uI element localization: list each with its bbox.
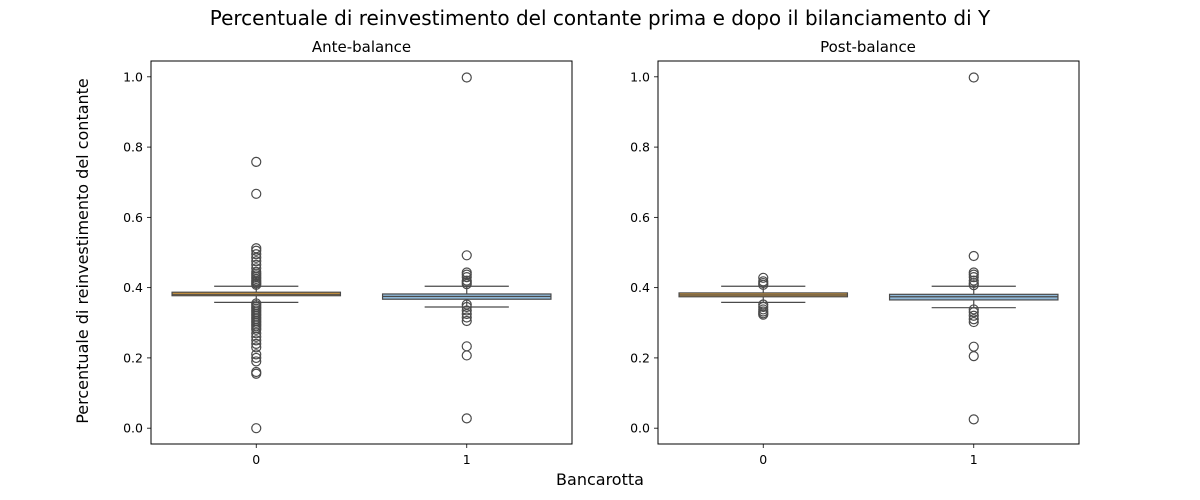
y-tick-label: 0.8 (123, 140, 143, 155)
panel-title-ante: Ante-balance (312, 38, 411, 56)
figure-title: Percentuale di reinvestimento del contan… (210, 6, 991, 30)
outlier-point (251, 423, 262, 434)
y-tick-label: 0.4 (123, 280, 143, 295)
outlier-point (461, 299, 472, 310)
y-tick-label: 0.8 (630, 140, 650, 155)
outlier-point (968, 250, 979, 262)
box-group-1 (888, 72, 1059, 425)
y-tick-label: 1.0 (123, 69, 143, 84)
outlier-point (251, 249, 262, 260)
outlier-point (968, 267, 979, 278)
outlier-point (251, 338, 262, 349)
y-tick-label: 0.0 (123, 421, 143, 436)
outlier-point (461, 72, 472, 83)
outlier-point (251, 266, 262, 277)
box-group-0 (678, 272, 849, 320)
outlier-point (251, 342, 262, 353)
panel-title-post: Post-balance (820, 38, 916, 56)
outlier-point (968, 351, 979, 362)
outlier-point (251, 298, 262, 309)
outlier-point (758, 276, 769, 287)
outlier-point (968, 310, 979, 321)
y-tick-label: 0.0 (630, 421, 650, 436)
outlier-point (968, 314, 979, 325)
outlier-point (968, 275, 979, 286)
outlier-point (251, 259, 262, 270)
outlier-point (461, 250, 472, 261)
outlier-point (251, 366, 262, 378)
outlier-point (461, 275, 472, 286)
x-tick-label: 1 (463, 452, 471, 467)
y-tick-label: 0.4 (630, 280, 650, 295)
y-tick-label: 0.2 (630, 350, 650, 365)
outlier-point (251, 349, 262, 360)
outlier-point (758, 299, 769, 310)
outlier-point (968, 304, 979, 315)
outlier-point (461, 271, 472, 283)
outlier-point (968, 72, 979, 83)
x-axis-label: Bancarotta (556, 470, 644, 489)
outlier-point (461, 301, 472, 313)
panel-ante-balance: Ante-balance 0.0 0.2 0.4 0.6 0.8 1.0 0 1 (123, 38, 573, 467)
outlier-point (461, 350, 472, 361)
x-tick-label: 0 (759, 452, 767, 467)
box-group-0 (171, 156, 342, 434)
outlier-point (251, 335, 262, 346)
x-tick-label: 1 (970, 452, 978, 467)
outlier-point (758, 272, 769, 283)
plot-area-ante: 0.0 0.2 0.4 0.6 0.8 1.0 0 1 (123, 60, 573, 467)
y-tick-label: 0.6 (630, 210, 650, 225)
outlier-point (461, 305, 472, 316)
panel-post-balance: Post-balance 0.0 0.2 0.4 0.6 0.8 1.0 0 1 (630, 38, 1080, 467)
outlier-point (251, 356, 262, 367)
y-tick-label: 0.2 (123, 350, 143, 365)
outlier-point (968, 341, 979, 352)
outlier-point (251, 156, 262, 167)
x-tick-label: 0 (252, 452, 260, 467)
outlier-point (251, 245, 262, 256)
outlier-point (968, 307, 979, 318)
outlier-point (461, 267, 472, 278)
y-tick-label: 0.6 (123, 210, 143, 225)
plot-area-post: 0.0 0.2 0.4 0.6 0.8 1.0 0 1 (630, 60, 1080, 467)
outlier-point (251, 256, 262, 267)
outlier-point (461, 312, 472, 323)
outlier-point (461, 315, 472, 327)
outlier-point (758, 301, 769, 313)
axes-frame (657, 60, 1080, 445)
outlier-point (968, 414, 979, 425)
axes-frame (150, 60, 573, 445)
outlier-point (251, 263, 262, 274)
outlier-point (461, 413, 472, 424)
outlier-point (251, 243, 262, 254)
outlier-point (251, 352, 262, 364)
outlier-point (968, 316, 979, 328)
outlier-point (968, 271, 979, 283)
y-tick-label: 1.0 (630, 69, 650, 84)
outlier-point (251, 188, 262, 199)
outlier-point (758, 304, 769, 315)
y-axis-label: Percentuale di reinvestimento del contan… (73, 78, 92, 424)
box-group-1 (381, 72, 552, 424)
outlier-point (461, 341, 472, 352)
